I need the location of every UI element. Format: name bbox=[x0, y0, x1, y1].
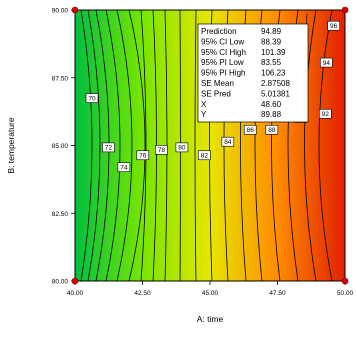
contour-label: 86 bbox=[243, 124, 257, 135]
contour-label: 92 bbox=[318, 108, 332, 119]
contour-label: 76 bbox=[136, 150, 150, 161]
y-tick-label: 80.00 bbox=[52, 279, 69, 286]
tooltip-value: 88.39 bbox=[261, 37, 282, 46]
contour-line bbox=[194, 9, 197, 282]
svg-text:92: 92 bbox=[322, 111, 330, 118]
design-points bbox=[71, 6, 349, 285]
contour-line bbox=[318, 9, 333, 282]
contour-label: 74 bbox=[117, 162, 131, 172]
x-tick-label: 47.50 bbox=[269, 290, 286, 297]
y-tick-label: 87.50 bbox=[52, 75, 69, 82]
design-point bbox=[341, 277, 349, 285]
tooltip-value: 83.55 bbox=[261, 58, 282, 67]
x-axis-title: A: time bbox=[197, 314, 224, 324]
tooltip-value: 48.60 bbox=[261, 100, 282, 109]
tooltip-label: 95% PI High bbox=[201, 69, 245, 78]
svg-text:86: 86 bbox=[247, 127, 255, 134]
x-tick-label: 45.00 bbox=[202, 290, 219, 297]
svg-text:72: 72 bbox=[105, 145, 113, 152]
tooltip-label: SE Pred bbox=[201, 89, 231, 98]
svg-text:80: 80 bbox=[178, 145, 186, 152]
contour-line bbox=[116, 9, 133, 282]
tooltip-label: Prediction bbox=[201, 27, 237, 36]
contour-line bbox=[128, 9, 146, 282]
contour-line bbox=[105, 9, 121, 282]
contour-label: 72 bbox=[102, 142, 115, 153]
tooltip-label: 95% PI Low bbox=[201, 58, 244, 67]
y-tick-label: 85.00 bbox=[52, 143, 69, 150]
y-tick-label: 82.50 bbox=[52, 211, 69, 218]
tooltip-value: 2.87508 bbox=[261, 79, 290, 88]
tooltip-label: X bbox=[201, 100, 207, 109]
y-axis-ticks: 80.00 82.50 85.00 87.50 90.00 bbox=[52, 8, 75, 286]
svg-text:88: 88 bbox=[268, 127, 276, 134]
tooltip-value: 106.23 bbox=[261, 69, 286, 78]
contour-label: 80 bbox=[175, 142, 189, 153]
contour-label: 82 bbox=[198, 150, 211, 161]
svg-text:96: 96 bbox=[330, 23, 338, 30]
x-axis-ticks: 40.00 42.50 45.00 47.50 50.00 bbox=[67, 281, 354, 297]
tooltip-value: 101.39 bbox=[261, 48, 286, 57]
contour-label: 78 bbox=[155, 145, 168, 155]
contour-label: 70 bbox=[85, 93, 99, 103]
y-axis-title: B: temperature bbox=[6, 117, 16, 173]
contour-label: 88 bbox=[265, 124, 279, 135]
design-point bbox=[71, 6, 79, 14]
tooltip-box bbox=[197, 23, 309, 123]
svg-text:84: 84 bbox=[224, 139, 232, 146]
tooltip-value: 94.89 bbox=[261, 27, 282, 36]
design-point bbox=[341, 6, 349, 14]
contour-line bbox=[304, 9, 317, 282]
x-tick-label: 40.00 bbox=[67, 290, 84, 297]
contour-label: 94 bbox=[320, 57, 333, 68]
svg-text:82: 82 bbox=[201, 153, 209, 160]
svg-text:70: 70 bbox=[88, 95, 96, 102]
tooltip-label: Y bbox=[201, 110, 207, 119]
design-point bbox=[71, 277, 79, 285]
tooltip-label: 95% CI High bbox=[201, 48, 246, 57]
prediction-tooltip: Prediction 94.89 95% CI Low 88.39 95% CI Hig… bbox=[197, 13, 309, 123]
contour-label: 96 bbox=[327, 20, 340, 31]
tooltip-label: 95% CI Low bbox=[201, 37, 244, 46]
tooltip-value: 5.01381 bbox=[261, 89, 290, 98]
svg-text:94: 94 bbox=[323, 60, 331, 67]
y-tick-label: 90.00 bbox=[52, 8, 69, 15]
contour-line bbox=[80, 9, 93, 282]
svg-text:74: 74 bbox=[120, 164, 128, 171]
contour-label: 84 bbox=[221, 136, 235, 147]
svg-text:76: 76 bbox=[139, 153, 147, 160]
tooltip-value: 89.88 bbox=[261, 110, 282, 119]
contour-line bbox=[87, 9, 101, 282]
contour-line bbox=[140, 9, 147, 282]
x-tick-label: 42.50 bbox=[134, 290, 151, 297]
x-tick-label: 50.00 bbox=[337, 290, 354, 297]
tooltip-label: SE Mean bbox=[201, 79, 234, 88]
svg-text:78: 78 bbox=[158, 147, 166, 154]
